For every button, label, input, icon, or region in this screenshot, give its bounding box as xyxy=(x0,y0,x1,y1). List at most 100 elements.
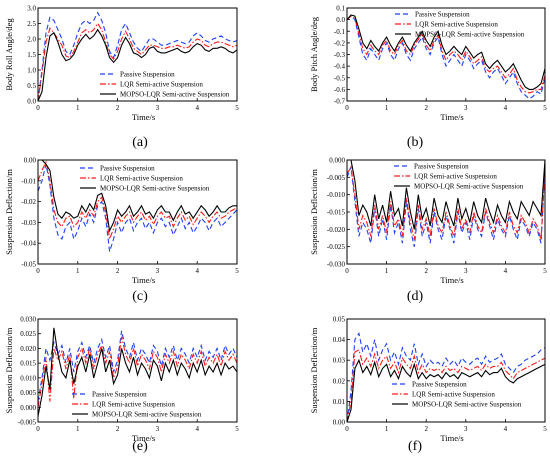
x-tick-label: 2 xyxy=(424,104,428,112)
series-line-3 xyxy=(38,327,237,417)
series-line-1 xyxy=(347,15,545,100)
x-tick-label: 4 xyxy=(504,267,508,275)
x-tick-label: 4 xyxy=(504,425,508,433)
y-tick-label: -0.030 xyxy=(327,261,346,269)
y-tick-label: -0.1 xyxy=(334,28,346,36)
x-tick-label: 0 xyxy=(36,104,40,112)
y-tick-label: 0.00 xyxy=(24,157,37,165)
series-line-2 xyxy=(38,160,237,242)
y-tick-label: -0.015 xyxy=(327,209,346,217)
series-line-3 xyxy=(38,160,237,233)
y-tick-label: -0.4 xyxy=(334,63,346,71)
panel-label: (a) xyxy=(132,135,148,150)
series-line-3 xyxy=(347,160,545,230)
x-tick-label: 1 xyxy=(385,104,389,112)
x-tick-label: 5 xyxy=(235,104,239,112)
y-tick-label: 0.015 xyxy=(20,360,36,368)
plot-frame xyxy=(346,318,546,423)
y-axis-label: Body Roll Angle/deg xyxy=(4,18,14,91)
legend-label: Passive Suspension xyxy=(120,71,175,79)
y-tick-label: 0.0 xyxy=(27,98,36,106)
series-line-3 xyxy=(347,14,545,90)
y-axis-label: Suspension Deflection/m xyxy=(309,327,319,413)
y-tick-label: 0.010 xyxy=(20,374,36,382)
series-line-1 xyxy=(38,330,237,402)
x-axis-label: Time/s xyxy=(440,433,463,443)
legend-label: Passive Suspension xyxy=(415,11,470,19)
series-line-3 xyxy=(347,358,545,422)
x-tick-label: 1 xyxy=(385,267,389,275)
x-tick-label: 2 xyxy=(424,267,428,275)
x-tick-label: 4 xyxy=(195,104,199,112)
y-tick-label: -0.010 xyxy=(327,191,346,199)
y-tick-label: 0.020 xyxy=(20,345,36,353)
legend-label: LQR Semi-active Suspension xyxy=(412,391,495,399)
x-tick-label: 1 xyxy=(385,425,389,433)
x-tick-label: 0 xyxy=(345,104,349,112)
panel-label: (c) xyxy=(132,289,148,304)
y-tick-label: 0.1 xyxy=(336,5,345,13)
series-line-1 xyxy=(347,331,545,422)
x-tick-label: 3 xyxy=(156,267,160,275)
legend-label: MOPSO-LQR Semi-active Suspension xyxy=(120,91,230,99)
y-tick-label: -0.05 xyxy=(21,261,36,269)
legend-label: Passive Suspension xyxy=(92,391,147,399)
legend-label: MOPSO-LQR Semi-active Suspension xyxy=(415,31,525,39)
x-axis-label: Time/s xyxy=(132,433,155,443)
y-tick-label: 0.02 xyxy=(333,377,346,385)
y-tick-label: 0.0 xyxy=(336,16,345,24)
legend-label: MOPSO-LQR Semi-active Suspension xyxy=(92,411,202,419)
y-tick-label: -0.7 xyxy=(334,98,346,106)
y-tick-label: -0.020 xyxy=(327,226,346,234)
series-line-2 xyxy=(347,349,545,422)
x-tick-label: 3 xyxy=(464,104,468,112)
legend-label: MOPSO-LQR Semi-active Suspension xyxy=(414,183,524,191)
legend-label: LQR Semi-active Suspension xyxy=(92,401,175,409)
legend-label: LQR Semi-active Suspension xyxy=(415,21,498,29)
legend-label: Passive Suspension xyxy=(100,165,155,173)
panel-label: (b) xyxy=(407,135,424,150)
y-tick-label: 0.030 xyxy=(20,316,36,324)
plot-frame xyxy=(37,318,238,423)
legend-label: LQR Semi-active Suspension xyxy=(100,175,183,183)
y-tick-label: -0.2 xyxy=(334,39,346,47)
y-tick-label: -0.01 xyxy=(21,177,36,185)
panel-label: (d) xyxy=(407,289,424,304)
x-tick-label: 1 xyxy=(76,267,80,275)
y-tick-label: 3.0 xyxy=(27,5,36,13)
x-tick-label: 4 xyxy=(504,104,508,112)
series-line-2 xyxy=(38,22,237,101)
chart-panel-2: 0 1 2 3 4 5 -0.7 -0.6 -0.5 -0.4 -0.3 -0.2 -0.1 0.0 0.1… xyxy=(309,5,547,151)
legend-label: MOPSO-LQR Semi-active Suspension xyxy=(412,401,522,409)
x-tick-label: 0 xyxy=(36,267,40,275)
chart-panel-3: 0 1 2 3 4 5 -0.05 -0.04 -0.03 -0.02 -0.01 0.00 Time/… xyxy=(4,157,239,305)
x-tick-label: 5 xyxy=(543,267,547,275)
y-tick-label: -0.5 xyxy=(334,74,346,82)
x-tick-label: 3 xyxy=(156,425,160,433)
y-axis-label: Suspension Deflection/m xyxy=(4,169,14,255)
x-tick-label: 2 xyxy=(116,425,120,433)
x-tick-label: 2 xyxy=(116,267,120,275)
x-tick-label: 1 xyxy=(76,425,80,433)
y-tick-label: 0.05 xyxy=(333,316,346,324)
y-axis-label: Suspension Deflection/m xyxy=(309,169,319,255)
x-tick-label: 2 xyxy=(116,104,120,112)
x-tick-label: 3 xyxy=(464,425,468,433)
x-tick-label: 1 xyxy=(76,104,80,112)
y-axis-label: Suspension Deflection/m xyxy=(4,327,14,413)
chart-panel-5: 0 1 2 3 4 5 -0.005 0.000 0.005 0.010 0.015 0.020 0.0… xyxy=(4,316,239,455)
y-tick-label: 0.025 xyxy=(20,330,36,338)
x-axis-label: Time/s xyxy=(132,275,155,285)
y-tick-label: 0.04 xyxy=(333,336,346,344)
series-line-1 xyxy=(38,11,237,101)
x-tick-label: 5 xyxy=(543,425,547,433)
series-line-2 xyxy=(347,165,545,240)
series-line-1 xyxy=(38,164,237,252)
chart-panel-1: 0 1 2 3 4 5 0.0 0.5 1.0 1.5 2.0 2.5 3.0 Time/s Body Ro… xyxy=(4,5,239,151)
y-tick-label: 0.00 xyxy=(333,419,346,427)
y-tick-label: 1.0 xyxy=(27,67,36,75)
series-line-1 xyxy=(347,166,545,247)
chart-panel-4: 0 1 2 3 4 5 -0.030 -0.025 -0.020 -0.015 -0.010 -0.0… xyxy=(309,157,547,305)
x-tick-label: 0 xyxy=(345,267,349,275)
